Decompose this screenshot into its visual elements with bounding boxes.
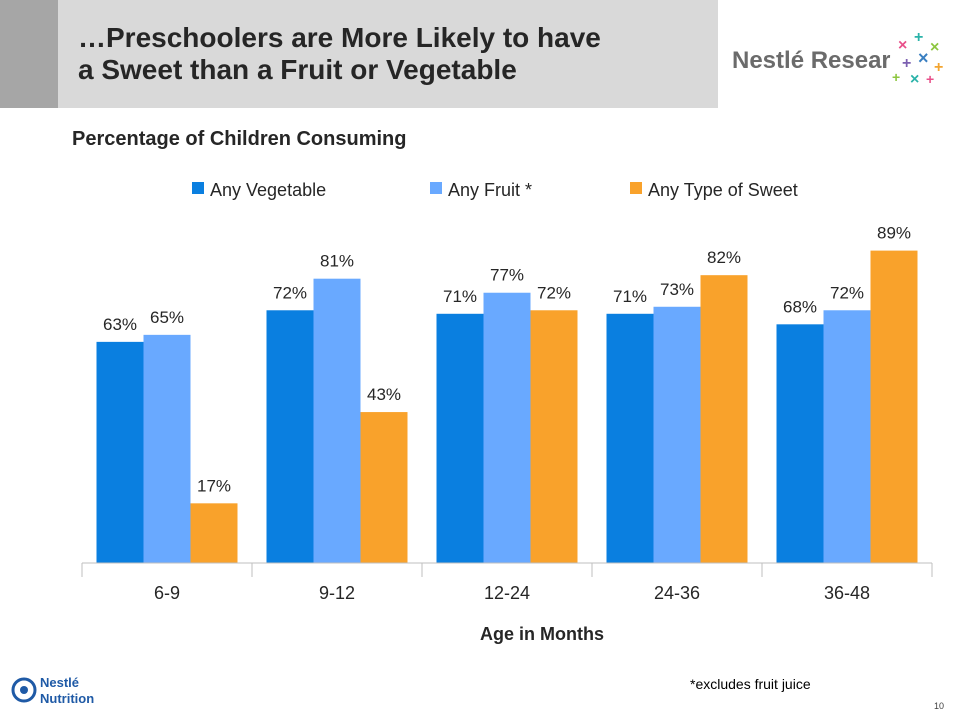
bar-2-9-12 (313, 278, 361, 563)
chart-title: Percentage of Children Consuming (72, 128, 407, 150)
svg-text:×: × (930, 39, 939, 56)
footnote: *excludes fruit juice (690, 676, 811, 692)
bar-3-12-24 (530, 310, 578, 563)
x-tick-label-9-12: 9-12 (319, 583, 355, 603)
data-label-2-12-24: 77% (490, 266, 524, 285)
bar-3-36-48 (870, 250, 918, 564)
nestle-nutrition-logo: Nestlé Nutrition (11, 675, 94, 706)
data-label-3-24-36: 82% (707, 248, 741, 267)
data-label-1-12-24: 71% (443, 287, 477, 306)
legend-label-3: Any Type of Sweet (648, 180, 798, 200)
page-number: 10 (934, 701, 945, 711)
data-label-2-36-48: 72% (830, 283, 864, 302)
data-label-1-6-9: 63% (103, 315, 137, 334)
data-label-1-9-12: 72% (273, 283, 307, 302)
bar-1-24-36 (606, 313, 654, 563)
nestle-nutrition-logo-line-1: Nestlé (40, 675, 79, 690)
legend-swatch-3 (630, 182, 642, 194)
bar-1-12-24 (436, 313, 484, 563)
svg-text:+: + (926, 71, 934, 87)
data-label-2-24-36: 73% (660, 280, 694, 299)
x-tick-label-36-48: 36-48 (824, 583, 870, 603)
bar-chart: Any Vegetable Any Fruit * Any Type of Swee… (81, 180, 933, 644)
bar-2-24-36 (653, 306, 701, 563)
x-tick-label-24-36: 24-36 (654, 583, 700, 603)
slide-title: …Preschoolers are More Likely to have a … (78, 22, 708, 86)
data-label-3-9-12: 43% (367, 385, 401, 404)
title-band-accent (0, 0, 58, 108)
nestle-research-logo: Nestlé Research × + × + × + × + + (732, 28, 950, 88)
bar-1-9-12 (266, 310, 314, 563)
slide-title-line-2: a Sweet than a Fruit or Vegetable (78, 54, 517, 85)
bar-2-12-24 (483, 292, 531, 563)
data-label-1-36-48: 68% (783, 297, 817, 316)
x-axis-title: Age in Months (480, 624, 604, 644)
slide-title-line-1: …Preschoolers are More Likely to have (78, 22, 601, 53)
data-label-3-36-48: 89% (877, 224, 911, 243)
legend-swatch-2 (430, 182, 442, 194)
svg-text:+: + (934, 59, 943, 76)
svg-text:+: + (902, 55, 911, 72)
nest-bird-icon (11, 677, 37, 703)
svg-text:+: + (892, 69, 900, 85)
legend-label-1: Any Vegetable (210, 180, 326, 200)
data-label-1-24-36: 71% (613, 287, 647, 306)
bar-3-9-12 (360, 412, 408, 563)
legend-swatch-1 (192, 182, 204, 194)
research-emblem-icon: × + × + × + × + + (890, 28, 950, 88)
title-band (0, 0, 718, 108)
svg-text:×: × (918, 48, 929, 68)
data-label-2-9-12: 81% (320, 252, 354, 271)
x-tick-label-6-9: 6-9 (154, 583, 180, 603)
nestle-research-logo-text: Nestlé Research (732, 47, 919, 74)
bar-3-6-9 (190, 503, 238, 563)
bar-1-36-48 (776, 324, 824, 563)
data-label-3-6-9: 17% (197, 476, 231, 495)
data-label-2-6-9: 65% (150, 308, 184, 327)
data-label-3-12-24: 72% (537, 283, 571, 302)
svg-text:+: + (914, 29, 923, 46)
bar-1-6-9 (96, 341, 144, 563)
svg-text:×: × (898, 37, 907, 54)
legend-label-2: Any Fruit * (448, 180, 532, 200)
bar-2-6-9 (143, 334, 191, 563)
x-tick-label-12-24: 12-24 (484, 583, 530, 603)
bar-2-36-48 (823, 310, 871, 563)
bar-3-24-36 (700, 275, 748, 563)
nestle-nutrition-logo-line-2: Nutrition (40, 691, 94, 706)
svg-text:×: × (910, 71, 919, 88)
